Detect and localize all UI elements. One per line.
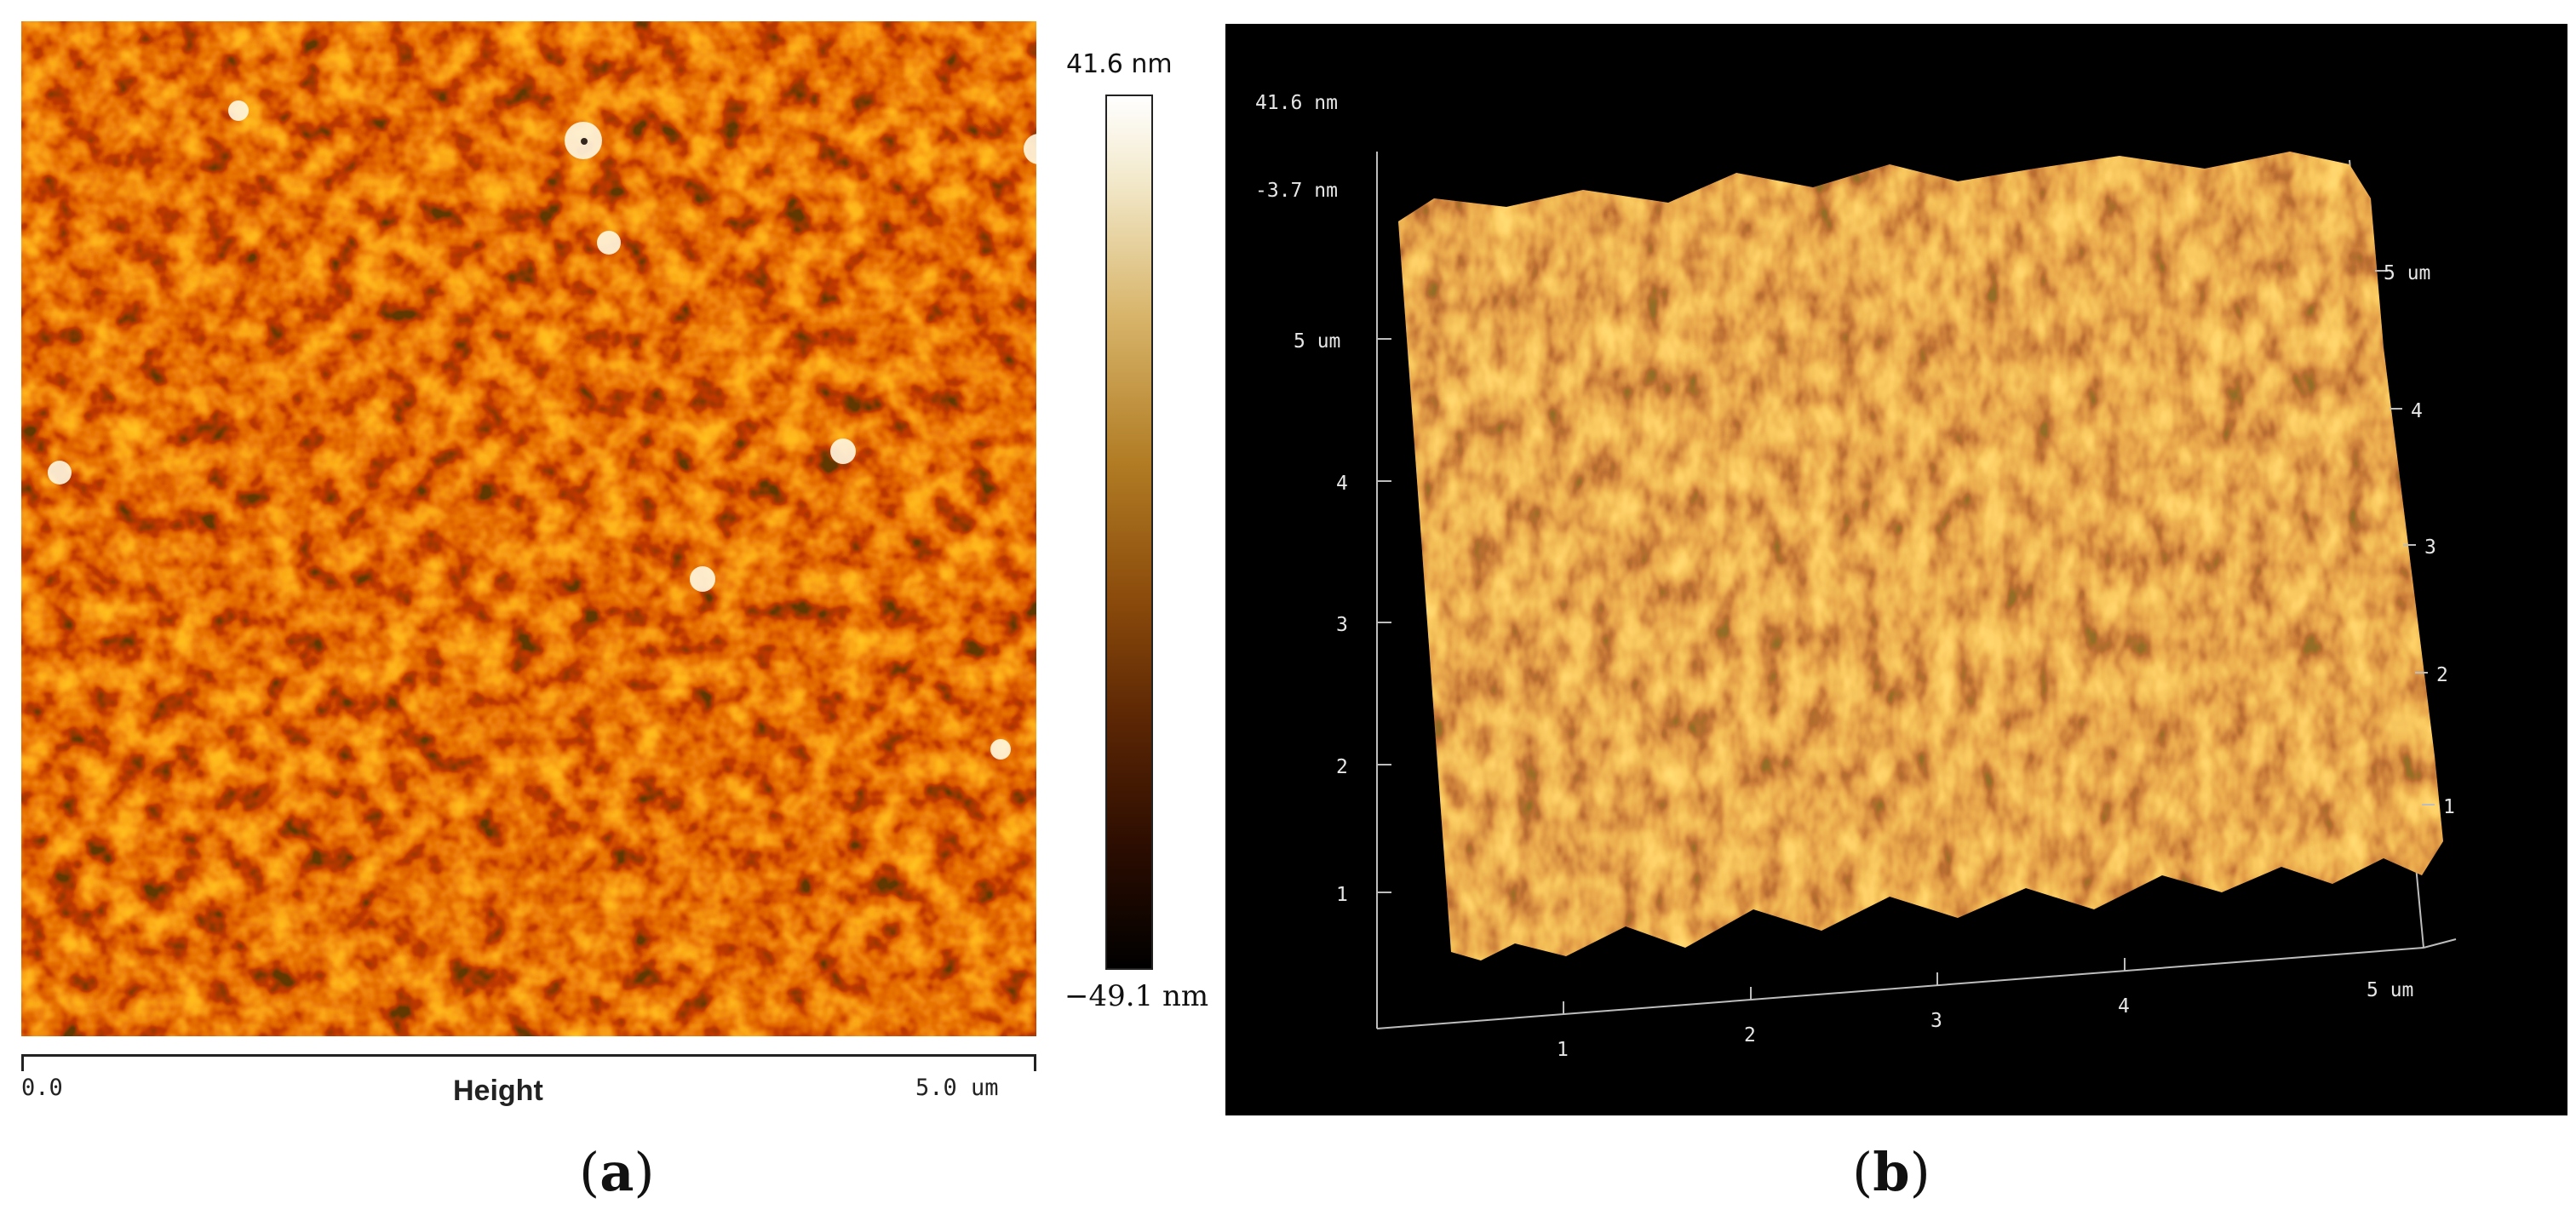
scale-bar <box>21 1054 1036 1074</box>
caption-b: (b) <box>1852 1141 1931 1203</box>
left-axis-tick-1: 1 <box>1336 884 1348 906</box>
caption-a-close: ) <box>634 1141 655 1203</box>
left-axis-tick-2: 2 <box>1336 756 1348 778</box>
tick-marks <box>1377 270 2435 1014</box>
afm-3d-panel: 41.6 nm -3.7 nm 5 um 4 3 2 1 5 um 4 3 2 … <box>1225 24 2567 1115</box>
caption-b-open: ( <box>1852 1141 1873 1203</box>
afm-height-map <box>21 21 1036 1036</box>
right-axis-tick-2: 2 <box>2436 664 2448 686</box>
bottom-axis-tick-3: 3 <box>1931 1010 1942 1032</box>
right-axis-tick-1: 1 <box>2443 796 2455 818</box>
left-axis-tick-4: 4 <box>1336 473 1348 495</box>
z-mid-label: -3.7 nm <box>1255 180 1338 202</box>
scale-end-label: 5.0 um <box>915 1075 999 1101</box>
right-axis-tick-4: 4 <box>2411 400 2423 422</box>
left-axis-tick-5: 5 um <box>1294 330 1341 353</box>
afm-3d-surface <box>1376 152 2457 1029</box>
colorbar-max-label: 41.6 nm <box>1066 49 1173 79</box>
colorbar-min-label: −49.1 nm <box>1064 979 1209 1013</box>
caption-a: (a) <box>579 1141 655 1203</box>
z-max-label: 41.6 nm <box>1255 92 1338 114</box>
channel-label: Height <box>453 1075 543 1107</box>
bottom-axis-tick-4: 4 <box>2118 995 2130 1018</box>
right-axis-tick-3: 3 <box>2424 536 2436 559</box>
right-axis-tick-5: 5 um <box>2384 262 2431 284</box>
caption-a-open: ( <box>579 1141 600 1203</box>
caption-b-letter: b <box>1873 1141 1910 1203</box>
bottom-axis-tick-2: 2 <box>1744 1024 1756 1046</box>
caption-a-letter: a <box>600 1141 634 1203</box>
scale-start-label: 0.0 <box>21 1075 63 1101</box>
caption-b-close: ) <box>1909 1141 1931 1203</box>
bottom-axis-tick-1: 1 <box>1557 1039 1569 1061</box>
left-axis-tick-3: 3 <box>1336 614 1348 636</box>
height-colorbar <box>1105 95 1153 970</box>
bottom-axis-tick-5: 5 um <box>2367 979 2414 1001</box>
